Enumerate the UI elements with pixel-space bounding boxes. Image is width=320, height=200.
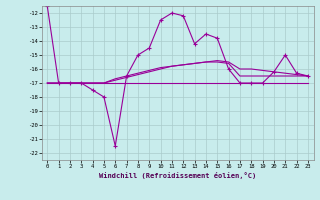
X-axis label: Windchill (Refroidissement éolien,°C): Windchill (Refroidissement éolien,°C) [99,172,256,179]
